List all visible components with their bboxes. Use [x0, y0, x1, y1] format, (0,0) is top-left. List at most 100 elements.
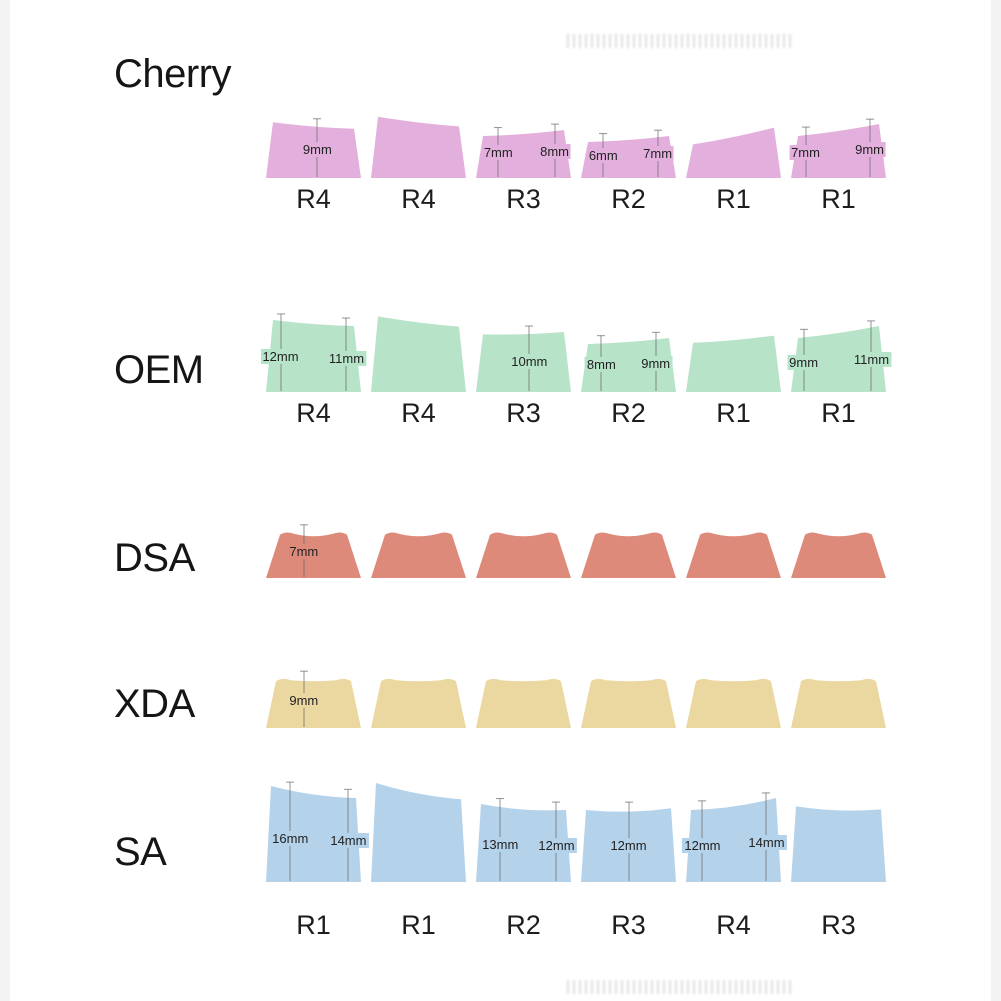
keycap-xda-6	[791, 678, 886, 728]
keycap-shape	[371, 116, 466, 178]
keycap-shape	[686, 335, 781, 392]
measurement-label: 9mm	[639, 355, 673, 371]
keycap-shape	[371, 678, 466, 728]
row-label: R2	[611, 398, 646, 428]
keycap-shape	[686, 678, 781, 728]
measurement-label: 8mm	[584, 357, 618, 373]
keycap-shape	[476, 678, 571, 728]
row-label: R1	[716, 184, 751, 214]
measurement-label: 13mm	[480, 836, 521, 852]
keycap-shape	[791, 124, 886, 178]
keycap-shape	[581, 678, 676, 728]
keycap-shape	[371, 532, 466, 578]
row-label: R1	[821, 398, 856, 428]
row-label: R3	[506, 398, 541, 428]
row-label: R3	[506, 184, 541, 214]
keycap-shape	[371, 316, 466, 392]
keycap-sa-5	[686, 792, 781, 882]
measurement-label: 12mm	[682, 837, 723, 853]
keycap-sa-6	[791, 806, 886, 882]
keycap-xda-4	[581, 678, 676, 728]
row-label: R4	[401, 398, 436, 428]
keycap-oem-4	[581, 331, 676, 392]
measurement-label: 12mm	[260, 349, 301, 364]
keycap-shape	[791, 532, 886, 578]
keycap-xda-2	[371, 678, 466, 728]
keycap-shape	[686, 127, 781, 178]
row-label: R4	[296, 184, 331, 214]
keycap-oem-3	[476, 325, 571, 392]
keycap-dsa-3	[476, 532, 571, 578]
measurement-label: 14mm	[328, 833, 369, 849]
row-label: R4	[716, 910, 751, 940]
keycap-cherry-2	[371, 116, 466, 178]
keycap-xda-3	[476, 678, 571, 728]
measurement-label: 9mm	[853, 142, 886, 158]
keycap-shape	[476, 130, 571, 178]
keycap-oem-2	[371, 316, 466, 392]
watermark-bottom	[567, 980, 792, 994]
keycap-xda-5	[686, 678, 781, 728]
measurement-label: 7mm	[789, 145, 822, 161]
keycap-shape	[371, 783, 466, 882]
row-label: R3	[821, 910, 856, 940]
profile-name: SA	[114, 830, 167, 874]
keycap-shape	[686, 532, 781, 578]
keycap-cherry-6	[791, 118, 886, 178]
profile-name: OEM	[114, 348, 204, 392]
measurement-label: 9mm	[300, 142, 334, 158]
row-label: R2	[506, 910, 541, 940]
keycap-shape	[581, 338, 676, 392]
keycap-dsa-5	[686, 532, 781, 578]
keycap-sa-1	[266, 781, 361, 882]
measurement-label: 12mm	[608, 838, 649, 854]
row-label: R1	[401, 910, 436, 940]
measurement-label: 10mm	[509, 353, 550, 369]
keycap-cherry-5	[686, 127, 781, 178]
row-label: R1	[716, 398, 751, 428]
row-label: R1	[821, 184, 856, 214]
keycap-shape	[581, 532, 676, 578]
measurement-label: 6mm	[586, 147, 620, 163]
measurement-label: 12mm	[536, 838, 577, 854]
profile-name: XDA	[114, 682, 195, 726]
keycap-shape	[476, 532, 571, 578]
watermark-top	[567, 34, 792, 48]
measurement-label: 9mm	[787, 354, 821, 370]
profile-name: DSA	[114, 536, 195, 580]
keycap-cherry-4	[581, 129, 676, 178]
measurement-label: 7mm	[287, 544, 321, 560]
measurement-label: 9mm	[287, 693, 321, 709]
keycap-dsa-6	[791, 532, 886, 578]
keycap-oem-6	[791, 320, 886, 392]
measurement-label: 7mm	[481, 145, 515, 161]
keycap-sa-3	[476, 798, 571, 882]
row-label: R3	[611, 910, 646, 940]
keycap-sa-2	[371, 783, 466, 882]
row-label: R4	[296, 398, 331, 428]
keycap-oem-5	[686, 335, 781, 392]
keycap-dsa-4	[581, 532, 676, 578]
keycap-dsa-2	[371, 532, 466, 578]
measurement-label: 11mm	[851, 351, 892, 367]
measurement-label: 14mm	[746, 834, 787, 850]
profile-name: Cherry	[114, 52, 232, 96]
keycap-shape	[266, 320, 361, 392]
keycap-cherry-3	[476, 123, 571, 178]
keycap-shape	[791, 678, 886, 728]
keycap-shape	[686, 798, 781, 882]
keycap-sa-4	[581, 801, 676, 882]
left-edge-strip	[0, 0, 10, 1001]
row-label: R2	[611, 184, 646, 214]
measurement-label: 7mm	[641, 146, 675, 162]
measurement-label: 8mm	[538, 144, 571, 160]
keycap-shape	[791, 806, 886, 882]
keycap-oem-1	[266, 313, 361, 392]
row-label: R1	[296, 910, 331, 940]
measurement-label: 16mm	[270, 830, 311, 846]
right-edge-strip	[991, 0, 1001, 1001]
keycap-shape	[791, 326, 886, 392]
row-label: R4	[401, 184, 436, 214]
measurement-label: 11mm	[326, 350, 367, 366]
